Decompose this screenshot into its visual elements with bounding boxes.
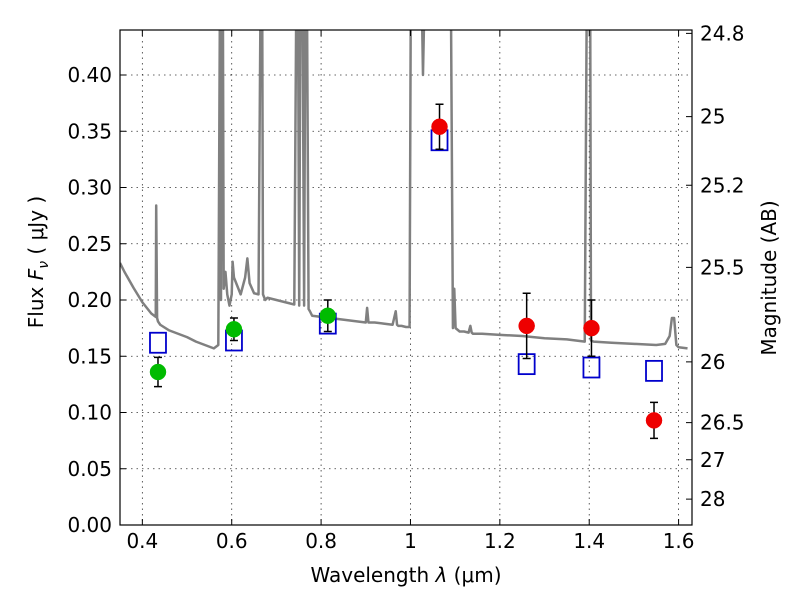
y2-tick-label: 28	[700, 487, 725, 511]
y2-tick-label: 25.5	[700, 255, 745, 279]
y2-tick-label: 24.8	[700, 21, 745, 45]
y-tick-label: 0.00	[67, 513, 112, 537]
x-tick-label: 1.2	[484, 529, 516, 553]
y-tick-label: 0.05	[67, 457, 112, 481]
y-tick-label: 0.10	[67, 401, 112, 425]
x-axis-title: Wavelength λ (μm)	[310, 563, 501, 587]
optical-point	[319, 307, 337, 324]
nir-point	[583, 319, 600, 337]
y2-tick-label: 25.2	[700, 173, 745, 197]
model-square-point	[645, 359, 663, 382]
x-tick-label: 0.8	[305, 529, 337, 553]
y-axis-title: Flux Fν ( μJy )	[24, 196, 52, 328]
nir-point	[431, 118, 448, 135]
x-tick-label: 0.4	[126, 529, 158, 553]
x-tick-label: 1.6	[663, 529, 695, 553]
y-tick-label: 0.35	[67, 119, 112, 143]
optical-point	[149, 363, 167, 381]
model-square-point	[149, 331, 167, 354]
y-tick-label: 0.30	[67, 176, 112, 200]
nir-point	[518, 317, 535, 335]
y-tick-label: 0.40	[67, 63, 112, 87]
plot-frame	[119, 29, 693, 526]
spectrum-line	[120, 30, 688, 350]
y-tick-label: 0.25	[67, 232, 112, 256]
x-tick-label: 1	[404, 529, 417, 553]
y-tick-label: 0.20	[67, 288, 112, 312]
x-tick-label: 1.4	[573, 529, 605, 553]
model-square-point	[582, 356, 601, 379]
y2-tick-label: 26.5	[700, 411, 745, 435]
optical-point	[225, 321, 243, 338]
plot-area	[120, 30, 688, 440]
y2-tick-label: 27	[700, 448, 725, 472]
grid	[120, 30, 692, 526]
y2-tick-label: 26	[700, 350, 725, 374]
y2-axis-title: Magnitude (AB)	[757, 200, 781, 355]
y-tick-label: 0.15	[67, 344, 112, 368]
x-tick-label: 0.6	[216, 529, 248, 553]
nir-point	[645, 412, 663, 429]
y2-tick-label: 25	[700, 105, 725, 129]
axis-ticks: 0.4 0.6 0.8 1 1.2 1.4 1.6 0.00 0.05 0.10 0.15 0.20 0…	[67, 21, 744, 553]
